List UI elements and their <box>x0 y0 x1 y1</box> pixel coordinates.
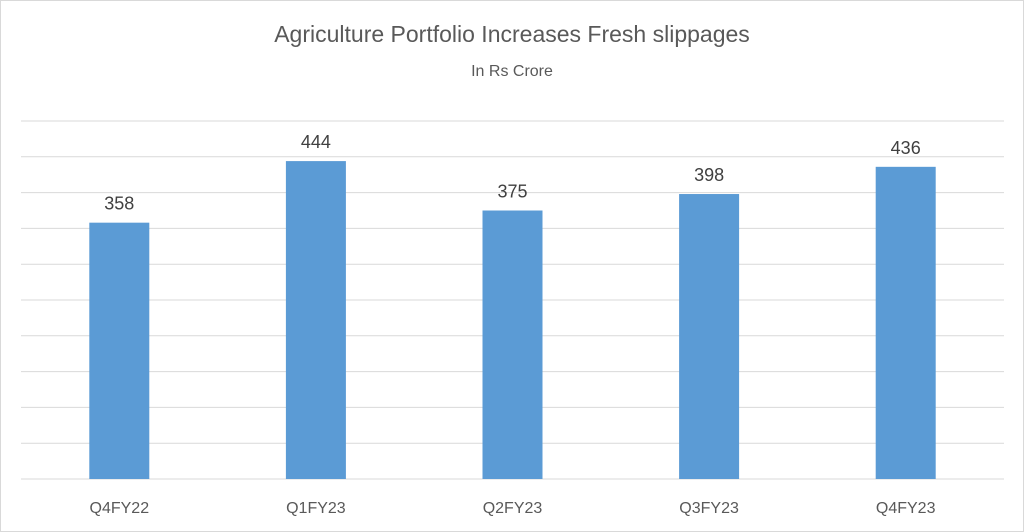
chart-title: Agriculture Portfolio Increases Fresh sl… <box>274 21 750 47</box>
x-tick-label-q4fy23: Q4FY23 <box>876 500 936 517</box>
x-tick-label-q3fy23: Q3FY23 <box>679 500 739 517</box>
bar-q3fy23 <box>679 194 740 480</box>
x-tick-label-q1fy23: Q1FY23 <box>286 500 346 517</box>
chart-subtitle: In Rs Crore <box>471 63 553 80</box>
data-label-q1fy23: 444 <box>301 132 331 152</box>
data-label-q4fy23: 436 <box>891 138 921 158</box>
bar-q1fy23 <box>285 161 346 479</box>
x-axis-tick-labels: Q4FY22 Q1FY23 Q2FY23 Q3FY23 Q4FY23 <box>90 500 936 517</box>
data-label-q2fy23: 375 <box>497 182 527 202</box>
bar-q4fy22 <box>89 222 150 479</box>
data-label-q3fy23: 398 <box>694 165 724 185</box>
data-labels: 358 444 375 398 436 <box>104 132 920 214</box>
x-tick-label-q2fy23: Q2FY23 <box>483 500 543 517</box>
bar-q2fy23 <box>482 210 543 479</box>
bars <box>89 161 936 480</box>
bar-q4fy23 <box>875 166 936 479</box>
x-tick-label-q4fy22: Q4FY22 <box>90 500 150 517</box>
data-label-q4fy22: 358 <box>104 194 134 214</box>
